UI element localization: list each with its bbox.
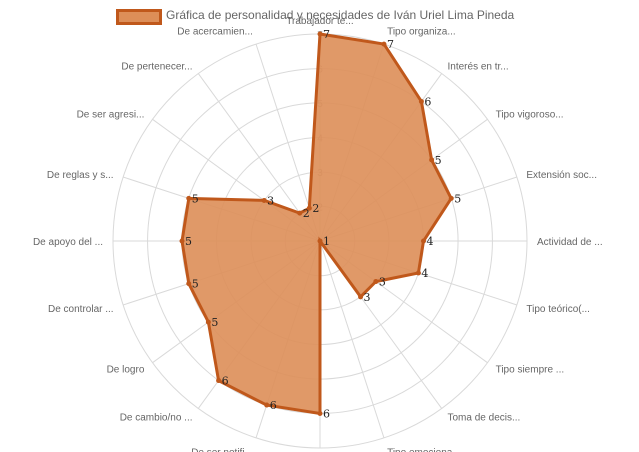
data-label: 7 <box>323 28 330 41</box>
data-point <box>415 270 421 276</box>
data-point <box>429 157 435 163</box>
data-label: 3 <box>364 291 371 304</box>
data-point <box>186 195 192 201</box>
series-area <box>180 32 453 416</box>
category-label: De pertenecer... <box>121 61 192 72</box>
data-label: 6 <box>323 408 330 421</box>
data-point <box>373 279 379 285</box>
category-label: Toma de decis... <box>448 413 521 424</box>
category-label: De apoyo del ... <box>33 237 103 248</box>
data-point <box>381 41 387 47</box>
data-label: 3 <box>379 276 386 289</box>
data-point <box>264 402 270 408</box>
data-label: 1 <box>323 235 330 248</box>
data-label: 6 <box>270 399 277 412</box>
category-label: De logro <box>107 365 145 376</box>
data-label: 5 <box>192 192 199 205</box>
data-label: 2 <box>303 207 310 220</box>
category-label: Tipo teórico(... <box>526 304 590 315</box>
legend-swatch <box>116 9 162 25</box>
data-point <box>216 378 222 384</box>
chart-legend[interactable]: Gráfica de personalidad y necesidades de… <box>0 6 639 26</box>
data-label: 6 <box>424 95 431 108</box>
data-label: 7 <box>387 38 394 51</box>
grid-spoke <box>319 240 385 439</box>
data-point <box>261 197 267 203</box>
data-point <box>448 195 454 201</box>
data-point <box>358 294 364 300</box>
data-point <box>186 281 192 287</box>
category-label: De ser notifi... <box>191 447 253 452</box>
category-label: De acercamien... <box>177 27 253 38</box>
category-label: Tipo vigoroso... <box>496 110 564 121</box>
data-label: 3 <box>267 194 274 207</box>
data-label: 5 <box>185 235 192 248</box>
data-label: 4 <box>421 267 428 280</box>
data-point <box>421 238 426 244</box>
data-label: 4 <box>427 235 434 248</box>
data-label: 5 <box>454 192 461 205</box>
data-label: 6 <box>222 375 229 388</box>
category-label: De controlar ... <box>48 304 114 315</box>
category-label: Actividad de ... <box>537 237 603 248</box>
category-label: Tipo organiza... <box>387 27 456 38</box>
data-point <box>205 319 211 325</box>
category-label: Interés en tr... <box>448 61 509 72</box>
category-label: Extensión soc... <box>526 170 597 181</box>
data-point <box>317 411 323 416</box>
data-point <box>179 238 185 244</box>
category-label: De ser agresi... <box>77 110 145 121</box>
data-label: 5 <box>211 316 218 329</box>
data-point <box>306 205 312 211</box>
data-point <box>317 238 323 244</box>
data-label: 5 <box>435 154 442 167</box>
data-point <box>297 210 303 216</box>
legend-label: Gráfica de personalidad y necesidades de… <box>166 8 515 22</box>
data-point <box>317 31 323 37</box>
data-label: 2 <box>312 202 319 215</box>
category-label: De reglas y s... <box>47 170 114 181</box>
data-point <box>418 98 424 104</box>
data-label: 5 <box>192 278 199 291</box>
category-label: Tipo siempre ... <box>496 365 565 376</box>
category-label: Trabajador te... <box>286 16 353 27</box>
category-label: Tipo emociona... <box>387 447 461 452</box>
category-label: De cambio/no ... <box>120 413 193 424</box>
